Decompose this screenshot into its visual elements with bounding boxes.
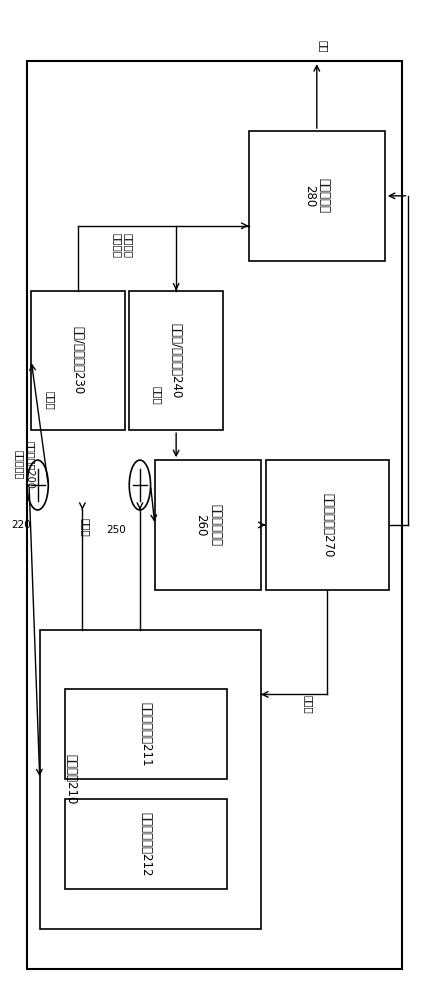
Text: 反变换/量化单元240: 反变换/量化单元240 (169, 323, 183, 398)
Text: 量化后的
变换系数: 量化后的 变换系数 (112, 233, 134, 258)
Text: 变换/量化单元230: 变换/量化单元230 (72, 326, 85, 395)
FancyBboxPatch shape (65, 799, 227, 889)
FancyBboxPatch shape (248, 131, 385, 261)
FancyBboxPatch shape (40, 630, 261, 929)
Text: 环路滤波单元
260: 环路滤波单元 260 (194, 504, 222, 546)
Text: 视频编码器200
输入视频流: 视频编码器200 输入视频流 (14, 441, 36, 489)
Text: 220: 220 (12, 520, 31, 530)
FancyBboxPatch shape (27, 61, 402, 969)
FancyBboxPatch shape (65, 689, 227, 779)
FancyBboxPatch shape (31, 291, 125, 430)
Text: 预测块: 预测块 (303, 695, 313, 714)
FancyBboxPatch shape (266, 460, 389, 590)
Text: 预测块: 预测块 (81, 518, 91, 536)
Text: 码流: 码流 (318, 40, 328, 53)
FancyBboxPatch shape (129, 291, 223, 430)
Text: 帧内估计单元212: 帧内估计单元212 (140, 812, 153, 876)
Text: 残差块: 残差块 (45, 391, 55, 410)
FancyBboxPatch shape (155, 460, 261, 590)
Text: 250: 250 (106, 525, 127, 535)
Text: 帧间预测单元211: 帧间预测单元211 (140, 702, 153, 767)
Text: 熵编码单元
280: 熵编码单元 280 (303, 178, 331, 213)
Text: 预测单元210: 预测单元210 (64, 754, 77, 804)
Text: 重建块: 重建块 (152, 386, 162, 405)
Text: 解码图像缓存270: 解码图像缓存270 (321, 493, 334, 557)
